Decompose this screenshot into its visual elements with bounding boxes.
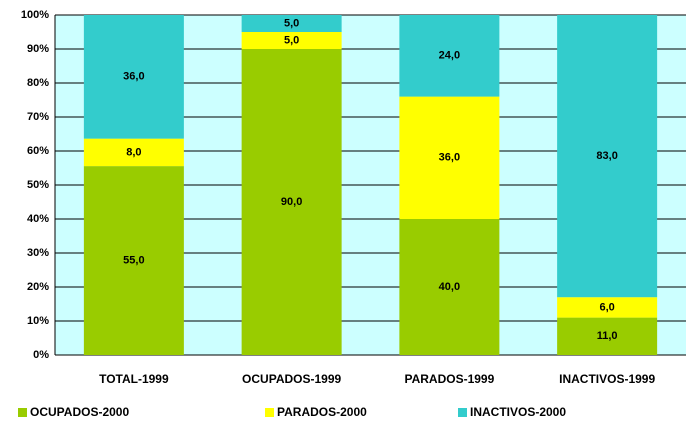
value-label: 90,0 (281, 196, 302, 208)
y-tick-label: 100% (21, 9, 49, 21)
y-tick-label: 80% (27, 77, 49, 89)
bar-segment (557, 297, 658, 318)
legend-swatch (18, 408, 27, 417)
legend-label: PARADOS-2000 (277, 405, 367, 419)
x-tick-label: OCUPADOS-1999 (242, 372, 341, 386)
x-tick-label: TOTAL-1999 (99, 372, 169, 386)
x-tick-label: PARADOS-1999 (404, 372, 494, 386)
value-label: 5,0 (284, 34, 299, 46)
bar-segment (399, 96, 500, 219)
value-label: 36,0 (439, 152, 460, 164)
bar-segment (83, 138, 184, 167)
value-label: 55,0 (123, 254, 144, 266)
bar-segment (399, 219, 500, 355)
value-label: 83,0 (596, 150, 617, 162)
y-tick-label: 70% (27, 111, 49, 123)
y-tick-label: 50% (27, 179, 49, 191)
value-label: 36,0 (123, 71, 144, 83)
bar-segment (557, 15, 658, 298)
value-label: 11,0 (597, 330, 618, 342)
bar-segment (83, 15, 184, 139)
value-label: 6,0 (599, 301, 614, 313)
x-tick-label: INACTIVOS-1999 (559, 372, 655, 386)
value-label: 8,0 (126, 146, 141, 158)
y-tick-label: 60% (27, 145, 49, 157)
value-label: 24,0 (439, 50, 460, 62)
legend-label: OCUPADOS-2000 (30, 405, 129, 419)
bar-segment (83, 166, 184, 355)
legend-swatch (265, 408, 274, 417)
y-tick-label: 40% (27, 213, 49, 225)
value-label: 5,0 (284, 17, 299, 29)
bar-segment (241, 49, 342, 355)
y-tick-label: 30% (27, 247, 49, 259)
legend-swatch (458, 408, 467, 417)
y-tick-label: 90% (27, 43, 49, 55)
bar-segment (557, 317, 658, 355)
y-tick-label: 0% (33, 349, 49, 361)
bar-segment (399, 15, 500, 97)
y-tick-label: 20% (27, 281, 49, 293)
bar-segment (241, 15, 342, 32)
y-tick-label: 10% (27, 315, 49, 327)
legend-label: INACTIVOS-2000 (470, 405, 566, 419)
value-label: 40,0 (439, 281, 460, 293)
bar-segment (241, 32, 342, 49)
